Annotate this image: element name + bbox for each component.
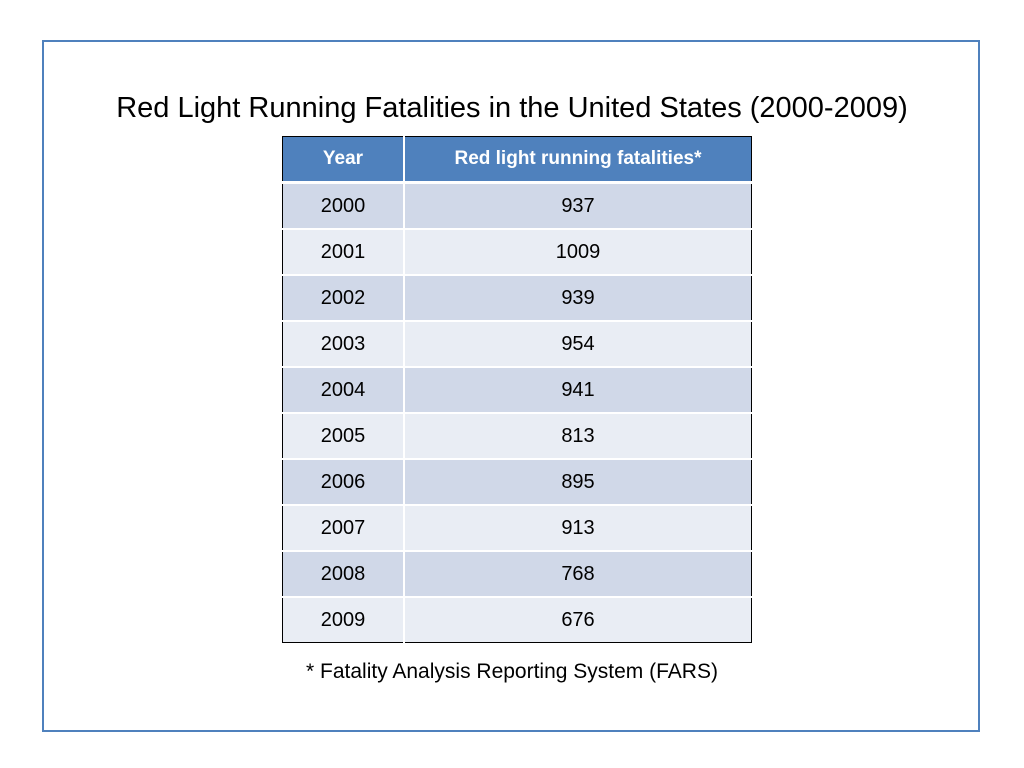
table-header-row: Year Red light running fatalities* <box>282 136 752 184</box>
fatalities-table: Year Red light running fatalities* 2000 … <box>282 136 752 643</box>
year-cell: 2001 <box>282 228 405 275</box>
fatalities-cell: 954 <box>404 320 752 367</box>
fatalities-cell: 895 <box>404 458 752 505</box>
fatalities-cell: 913 <box>404 504 752 551</box>
fatalities-cell: 937 <box>404 181 752 229</box>
table-row: 2004 941 <box>282 366 752 413</box>
table-row: 2009 676 <box>282 596 752 643</box>
header-fatalities: Red light running fatalities* <box>404 136 752 184</box>
table-row: 2005 813 <box>282 412 752 459</box>
year-cell: 2000 <box>282 181 405 229</box>
slide-frame <box>42 40 980 732</box>
table-row: 2006 895 <box>282 458 752 505</box>
fatalities-cell: 768 <box>404 550 752 597</box>
year-cell: 2007 <box>282 504 405 551</box>
fatalities-cell: 813 <box>404 412 752 459</box>
fatalities-cell: 1009 <box>404 228 752 275</box>
year-cell: 2009 <box>282 596 405 643</box>
header-year: Year <box>282 136 405 184</box>
year-cell: 2005 <box>282 412 405 459</box>
table-row: 2001 1009 <box>282 228 752 275</box>
table-row: 2000 937 <box>282 181 752 229</box>
year-cell: 2002 <box>282 274 405 321</box>
fatalities-cell: 676 <box>404 596 752 643</box>
table-row: 2003 954 <box>282 320 752 367</box>
year-cell: 2006 <box>282 458 405 505</box>
year-cell: 2004 <box>282 366 405 413</box>
year-cell: 2008 <box>282 550 405 597</box>
table-row: 2007 913 <box>282 504 752 551</box>
slide-title: Red Light Running Fatalities in the Unit… <box>116 92 908 124</box>
fatalities-cell: 939 <box>404 274 752 321</box>
table-row: 2002 939 <box>282 274 752 321</box>
fatalities-cell: 941 <box>404 366 752 413</box>
table-row: 2008 768 <box>282 550 752 597</box>
year-cell: 2003 <box>282 320 405 367</box>
source-footnote: * Fatality Analysis Reporting System (FA… <box>306 660 718 683</box>
